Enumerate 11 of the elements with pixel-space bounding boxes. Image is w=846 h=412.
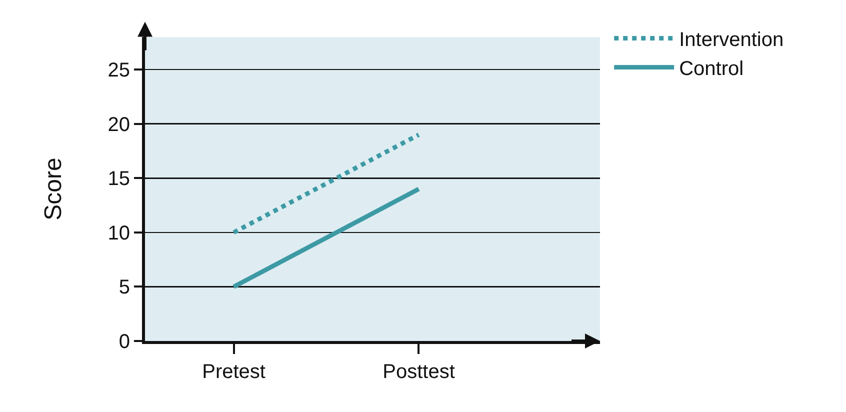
y-tick-label: 0 (118, 331, 130, 353)
legend-label: Control (679, 58, 744, 80)
y-axis-title: Score (40, 158, 67, 220)
y-tick-label: 15 (108, 168, 130, 190)
y-tick-label: 20 (108, 114, 130, 136)
x-tick-label: Posttest (382, 361, 456, 383)
x-tick-label: Pretest (202, 361, 266, 383)
y-tick-label: 25 (108, 60, 130, 82)
legend-label: Intervention (679, 29, 784, 52)
y-tick-label: 10 (108, 222, 130, 244)
y-tick-label: 5 (118, 276, 130, 299)
